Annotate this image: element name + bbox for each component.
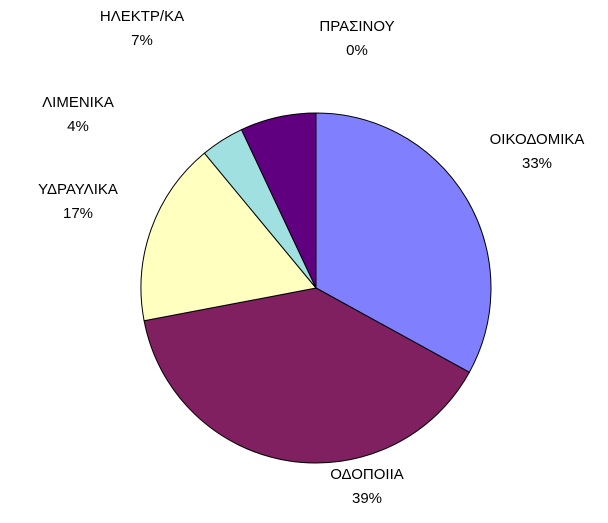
slice-label: ΟΙΚΟΔΟΜΙΚΑ	[490, 131, 585, 148]
slice-value-label: 33%	[522, 155, 552, 172]
slice-value-label: 17%	[63, 205, 93, 222]
pie-slice	[140, 152, 317, 322]
slice-value-label: 0%	[346, 42, 368, 59]
slice-label: ΠΡΑΣΙΝΟΥ	[319, 18, 394, 35]
slice-value-label: 4%	[67, 118, 89, 135]
slice-label: ΟΔΟΠΟΙΙΑ	[330, 466, 404, 483]
slice-label: ΥΔΡΑΥΛΙΚΑ	[38, 181, 118, 198]
slice-value-label: 39%	[352, 490, 382, 507]
pie-slice	[315, 112, 492, 373]
pie-slice	[143, 287, 471, 464]
slice-value-label: 7%	[131, 32, 153, 49]
slice-label: ΗΛΕΚΤΡ/ΚΑ	[100, 8, 184, 25]
slice-label: ΛΙΜΕΝΙΚΑ	[42, 94, 114, 111]
